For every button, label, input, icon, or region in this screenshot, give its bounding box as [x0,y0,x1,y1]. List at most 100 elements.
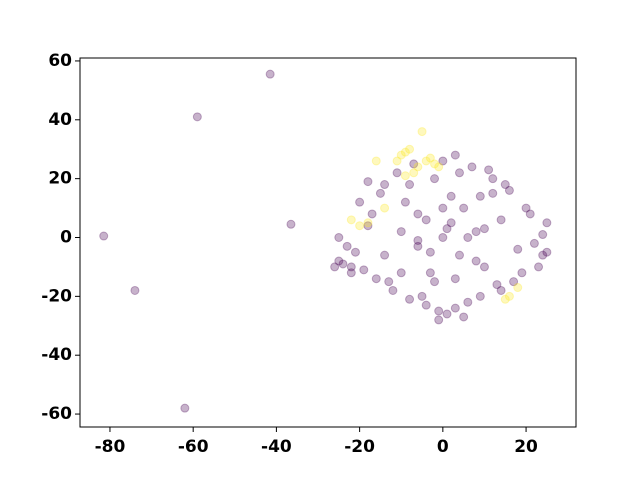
point [459,312,469,322]
point [454,250,464,260]
point [425,247,435,257]
point [492,280,502,290]
point [413,235,423,245]
point [509,277,519,287]
point [517,268,527,278]
point [434,315,444,325]
point [413,162,423,172]
point [130,285,140,295]
point [450,274,460,284]
point [430,159,440,169]
point [384,277,394,287]
point [192,112,202,122]
point [513,244,523,254]
point [521,203,531,213]
point [417,127,427,137]
point [425,268,435,278]
y-tick-label: 20 [48,169,72,189]
point [405,144,415,154]
x-tick-label: -20 [344,437,375,457]
point [286,219,296,229]
y-tick-label: 40 [48,110,72,130]
point [371,274,381,284]
point [529,238,539,248]
point [405,180,415,190]
point [396,150,406,160]
point [413,241,423,251]
point [355,221,365,231]
point [488,188,498,198]
point [475,191,485,201]
point [392,168,402,178]
point [430,277,440,287]
point [463,232,473,242]
point [330,262,340,272]
point [400,171,410,181]
point [421,156,431,166]
point [350,247,360,257]
point [430,174,440,184]
point [409,168,419,178]
point [338,259,348,269]
y-tick-label: 60 [48,51,72,71]
point [538,250,548,260]
point [396,227,406,237]
point [446,218,456,228]
point [504,185,514,195]
point [442,224,452,234]
point [400,197,410,207]
y-tick-label: -60 [41,404,72,424]
y-tick-label: 0 [60,227,72,247]
point [438,156,448,166]
point [367,209,377,219]
point [421,300,431,310]
point [542,218,552,228]
point [346,215,356,225]
y-tick-label: -40 [41,345,72,365]
point [538,230,548,240]
point [334,232,344,242]
y-tick-label: -20 [41,286,72,306]
point [500,294,510,304]
plot-frame [79,57,577,428]
point [99,231,109,241]
point [265,69,275,79]
point [363,177,373,187]
point [346,262,356,272]
point [380,180,390,190]
point [484,165,494,175]
point [475,291,485,301]
point [417,291,427,301]
point [409,159,419,169]
point [446,191,456,201]
point [450,303,460,313]
point [434,162,444,172]
point [438,232,448,242]
x-tick-label: -40 [261,437,292,457]
point [400,147,410,157]
point [334,256,344,266]
point [421,215,431,225]
point [342,241,352,251]
point [534,262,544,272]
point [346,268,356,278]
point [467,162,477,172]
point [500,180,510,190]
x-tick-label: 20 [514,437,538,457]
point [450,150,460,160]
point [542,247,552,257]
point [413,209,423,219]
point [380,250,390,260]
point [442,309,452,319]
point [496,215,506,225]
point [396,268,406,278]
point [513,283,523,293]
point [359,265,369,275]
point [434,306,444,316]
point [471,227,481,237]
x-tick-label: -80 [95,437,126,457]
point [496,285,506,295]
point [371,156,381,166]
